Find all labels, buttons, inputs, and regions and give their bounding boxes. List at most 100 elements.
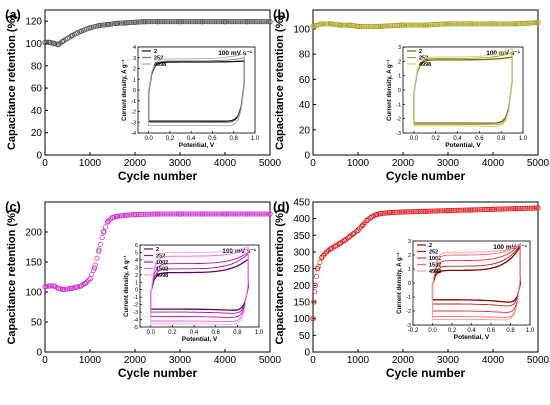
inset-x-tick-label: 0.2 [432, 136, 441, 142]
data-point [244, 19, 251, 25]
data-point [490, 206, 496, 212]
cv-loop-4998 [413, 47, 513, 127]
data-marker [153, 211, 159, 217]
scan-rate-annotation: 100 mV s⁻¹ [486, 50, 520, 57]
data-marker [471, 21, 477, 27]
data-marker [151, 19, 157, 25]
data-marker [519, 205, 525, 212]
data-point [311, 299, 317, 305]
x-tick-label: 4000 [482, 355, 505, 366]
data-marker [203, 19, 209, 25]
data-marker [201, 211, 207, 217]
data-marker [371, 23, 377, 29]
data-point [323, 249, 330, 255]
data-point [222, 19, 228, 25]
data-marker [253, 19, 259, 25]
data-marker [258, 211, 264, 217]
y-tick-label: 400 [293, 214, 310, 225]
data-marker [156, 211, 162, 217]
inset-y-tick-label: -1 [131, 99, 136, 105]
y-axis-label: Capacitance retention (%) [274, 209, 286, 344]
data-marker [374, 23, 380, 29]
data-marker [448, 21, 455, 27]
data-marker [253, 211, 259, 217]
y-tick-label: 450 [293, 198, 310, 209]
data-marker [447, 208, 453, 214]
data-marker [137, 19, 143, 25]
data-marker [139, 211, 145, 217]
inset-y-tick-label: -2 [133, 303, 138, 309]
x-tick-label: 2000 [392, 158, 415, 169]
data-marker [125, 20, 131, 26]
data-marker [459, 207, 465, 213]
data-marker [454, 207, 460, 213]
data-marker [234, 19, 240, 25]
plot-frame [312, 9, 539, 156]
data-point [100, 229, 107, 235]
data-marker [313, 273, 320, 279]
inset-x-tick-label: 0.0 [147, 330, 156, 336]
data-marker [141, 211, 147, 217]
data-marker [248, 211, 254, 217]
data-marker [218, 211, 225, 217]
x-tick-label: 0 [310, 355, 316, 366]
data-marker [158, 19, 164, 25]
data-marker [507, 206, 513, 212]
inset-y-tick-label: -1 [133, 295, 138, 301]
data-marker [386, 23, 392, 29]
data-marker [438, 208, 444, 214]
y-axis-label: Capacitance retention (%) [6, 209, 18, 344]
data-marker [229, 211, 235, 217]
inset-x-tick-label: 0.2 [166, 136, 175, 142]
y-tick-label: 100 [25, 288, 42, 299]
data-marker [153, 19, 159, 25]
data-marker [390, 209, 396, 216]
data-marker [414, 22, 420, 28]
data-marker [409, 209, 415, 215]
inset-x-tick-label: 0.0 [428, 328, 437, 334]
inset-y-tick-label: 4 [133, 45, 136, 51]
data-marker [396, 22, 403, 28]
data-point [114, 20, 120, 27]
data-marker [499, 206, 505, 212]
data-marker [530, 20, 536, 26]
y-tick-label: 200 [25, 228, 42, 239]
inset-cv-plot: 0.0 0.2 0.4 0.6 0.8 1.06543210-1-2-3-4-5Poten… [123, 243, 264, 343]
data-marker [92, 262, 98, 268]
data-marker [486, 21, 493, 27]
data-marker [412, 209, 418, 215]
data-marker [521, 20, 527, 26]
data-marker [506, 21, 512, 27]
inset-y-tick-label: 0 [408, 281, 411, 287]
data-point [364, 217, 370, 223]
data-marker [191, 19, 197, 25]
data-marker [173, 19, 180, 25]
data-point [467, 207, 474, 213]
data-marker [217, 211, 223, 217]
data-marker [241, 211, 247, 217]
y-tick-label: 40 [299, 100, 311, 111]
data-marker [208, 19, 214, 25]
data-marker [500, 21, 506, 27]
data-marker [476, 21, 482, 27]
data-marker [533, 205, 539, 211]
data-point [535, 205, 541, 211]
data-marker [258, 19, 264, 25]
data-marker [220, 211, 226, 217]
legend-label: 4998 [419, 62, 431, 68]
data-marker [317, 259, 323, 265]
data-point [355, 23, 361, 30]
data-marker [390, 23, 396, 29]
data-point [267, 19, 273, 25]
data-marker [474, 21, 480, 27]
data-point [96, 247, 102, 253]
data-marker [360, 23, 366, 29]
inset-x-tick-label: 0.6 [208, 136, 217, 142]
data-marker [172, 211, 178, 217]
data-marker [49, 283, 55, 289]
inset-y-tick-label: 1 [408, 267, 411, 273]
data-marker [257, 19, 263, 25]
inset-x-tick-label: 0.8 [233, 330, 242, 336]
panel-label: (b) [273, 7, 290, 22]
